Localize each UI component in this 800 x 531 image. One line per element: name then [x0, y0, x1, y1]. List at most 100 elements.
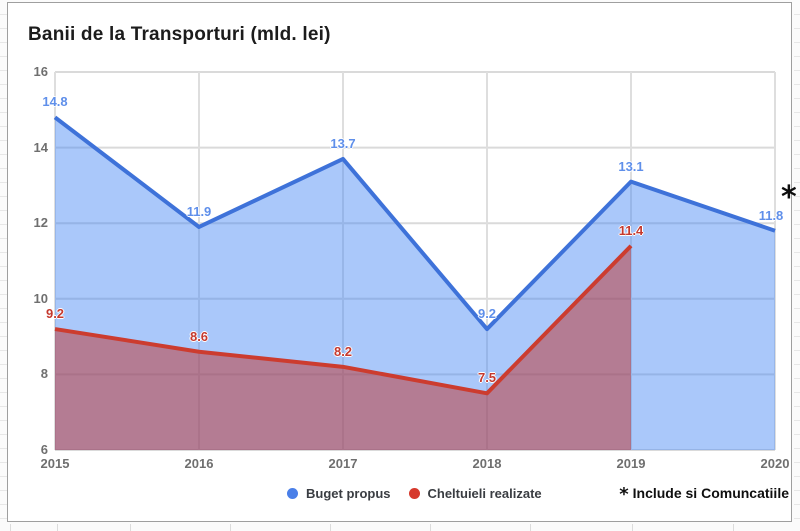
asterisk-annotation: *	[781, 180, 797, 215]
series-lines	[53, 115, 776, 396]
sheet-gridline	[57, 524, 58, 531]
legend-label: Cheltuieli realizate	[427, 485, 542, 501]
sheet-gridline	[0, 224, 7, 225]
sheet-gridline	[794, 280, 800, 281]
footnote: * Include si Comuncatiile	[619, 483, 789, 505]
sheet-gridline	[794, 126, 800, 127]
sheet-gridline	[794, 448, 800, 449]
legend-item-cheltuieli-realizate: Cheltuieli realizate	[408, 485, 542, 501]
line-0	[53, 115, 776, 332]
sheet-gridline	[0, 252, 7, 253]
sheet-gridline	[0, 154, 7, 155]
y-axis-tick: 8	[40, 366, 48, 382]
sheet-gridline	[0, 70, 7, 71]
legend-item-buget-propus: Buget propus	[287, 486, 391, 501]
sheet-gridline	[794, 434, 800, 435]
data-label: 13.1	[618, 158, 644, 174]
x-axis-tick: 2018	[472, 456, 502, 471]
sheet-gridline	[0, 238, 7, 239]
legend-items: Buget propus Cheltuieli realizate	[287, 483, 542, 503]
sheet-gridline	[0, 84, 7, 85]
sheet-gridline	[794, 14, 800, 15]
sheet-gridline	[794, 98, 800, 99]
sheet-gridline	[794, 504, 800, 505]
sheet-gridline	[0, 182, 7, 183]
data-label: 11.9	[186, 203, 212, 219]
data-label: 13.7	[330, 135, 356, 151]
series-areas	[55, 117, 775, 451]
data-label: 9.2	[477, 306, 497, 322]
sheet-gridline	[0, 196, 7, 197]
sheet-gridline	[0, 322, 7, 323]
sheet-gridline	[794, 112, 800, 113]
sheet-gridline	[0, 406, 7, 407]
sheet-gridline	[794, 210, 800, 211]
sheet-gridline	[530, 524, 531, 531]
sheet-gridline	[794, 490, 800, 491]
y-axis-tick: 16	[33, 64, 48, 79]
line-1	[54, 244, 633, 396]
footnote-text: Include si Comuncatiile	[632, 485, 789, 501]
sheet-gridline	[0, 350, 7, 351]
sheet-gridline	[794, 350, 800, 351]
sheet-gridline	[794, 364, 800, 365]
data-label: 11.4	[618, 222, 644, 238]
legend-dot-blue-icon	[287, 487, 298, 499]
x-axis-tick: 2019	[616, 456, 646, 471]
sheet-gridline	[794, 308, 800, 309]
data-label: 7.5	[477, 370, 497, 386]
sheet-gridline	[430, 524, 431, 531]
sheet-gridline	[794, 140, 800, 141]
x-axis-tick: 2015	[40, 456, 70, 471]
sheet-gridline	[0, 280, 7, 281]
sheet-gridline	[733, 524, 734, 531]
sheet-gridline	[794, 336, 800, 337]
sheet-gridline	[0, 490, 7, 491]
sheet-gridline	[794, 182, 800, 183]
data-label: 9.2	[45, 306, 65, 322]
y-axis-tick: 12	[33, 215, 48, 231]
sheet-gridline	[794, 462, 800, 463]
sheet-gridline	[794, 266, 800, 267]
sheet-gridline	[0, 336, 7, 337]
sheet-gridline	[10, 524, 11, 531]
sheet-gridline	[0, 168, 7, 169]
sheet-gridline	[0, 476, 7, 477]
sheet-gridline	[794, 378, 800, 379]
sheet-gridline	[0, 392, 7, 393]
data-label: 14.8	[42, 94, 68, 110]
chart-title: Banii de la Transporturi (mld. lei)	[28, 24, 331, 45]
sheet-gridline	[794, 518, 800, 519]
area-1	[55, 245, 631, 450]
sheet-gridline	[0, 294, 7, 295]
sheet-gridline	[0, 434, 7, 435]
sheet-gridline	[794, 196, 800, 197]
sheet-gridline	[0, 56, 7, 57]
sheet-gridline	[794, 252, 800, 253]
footnote-asterisk-icon: *	[619, 484, 629, 505]
sheet-gridline	[0, 210, 7, 211]
sheet-gridline	[632, 524, 633, 531]
sheet-gridline	[330, 524, 331, 531]
sheet-gridline	[130, 524, 131, 531]
sheet-gridline	[0, 266, 7, 267]
data-label: 8.6	[189, 328, 209, 344]
sheet-gridline	[794, 42, 800, 43]
sheet-gridline	[794, 476, 800, 477]
sheet-gridline	[0, 378, 7, 379]
x-axis-tick: 2020	[760, 456, 790, 471]
sheet-gridline	[0, 112, 7, 113]
sheet-gridline	[0, 126, 7, 127]
sheet-gridline	[794, 56, 800, 57]
x-axis-tick: 2016	[184, 456, 214, 471]
sheet-gridline	[794, 294, 800, 295]
sheet-gridline	[0, 28, 7, 29]
sheet-gridline	[0, 42, 7, 43]
sheet-gridline	[230, 524, 231, 531]
sheet-gridline	[794, 322, 800, 323]
sheet-gridline	[794, 238, 800, 239]
legend-label: Buget propus	[306, 485, 391, 501]
sheet-gridline	[0, 420, 7, 421]
